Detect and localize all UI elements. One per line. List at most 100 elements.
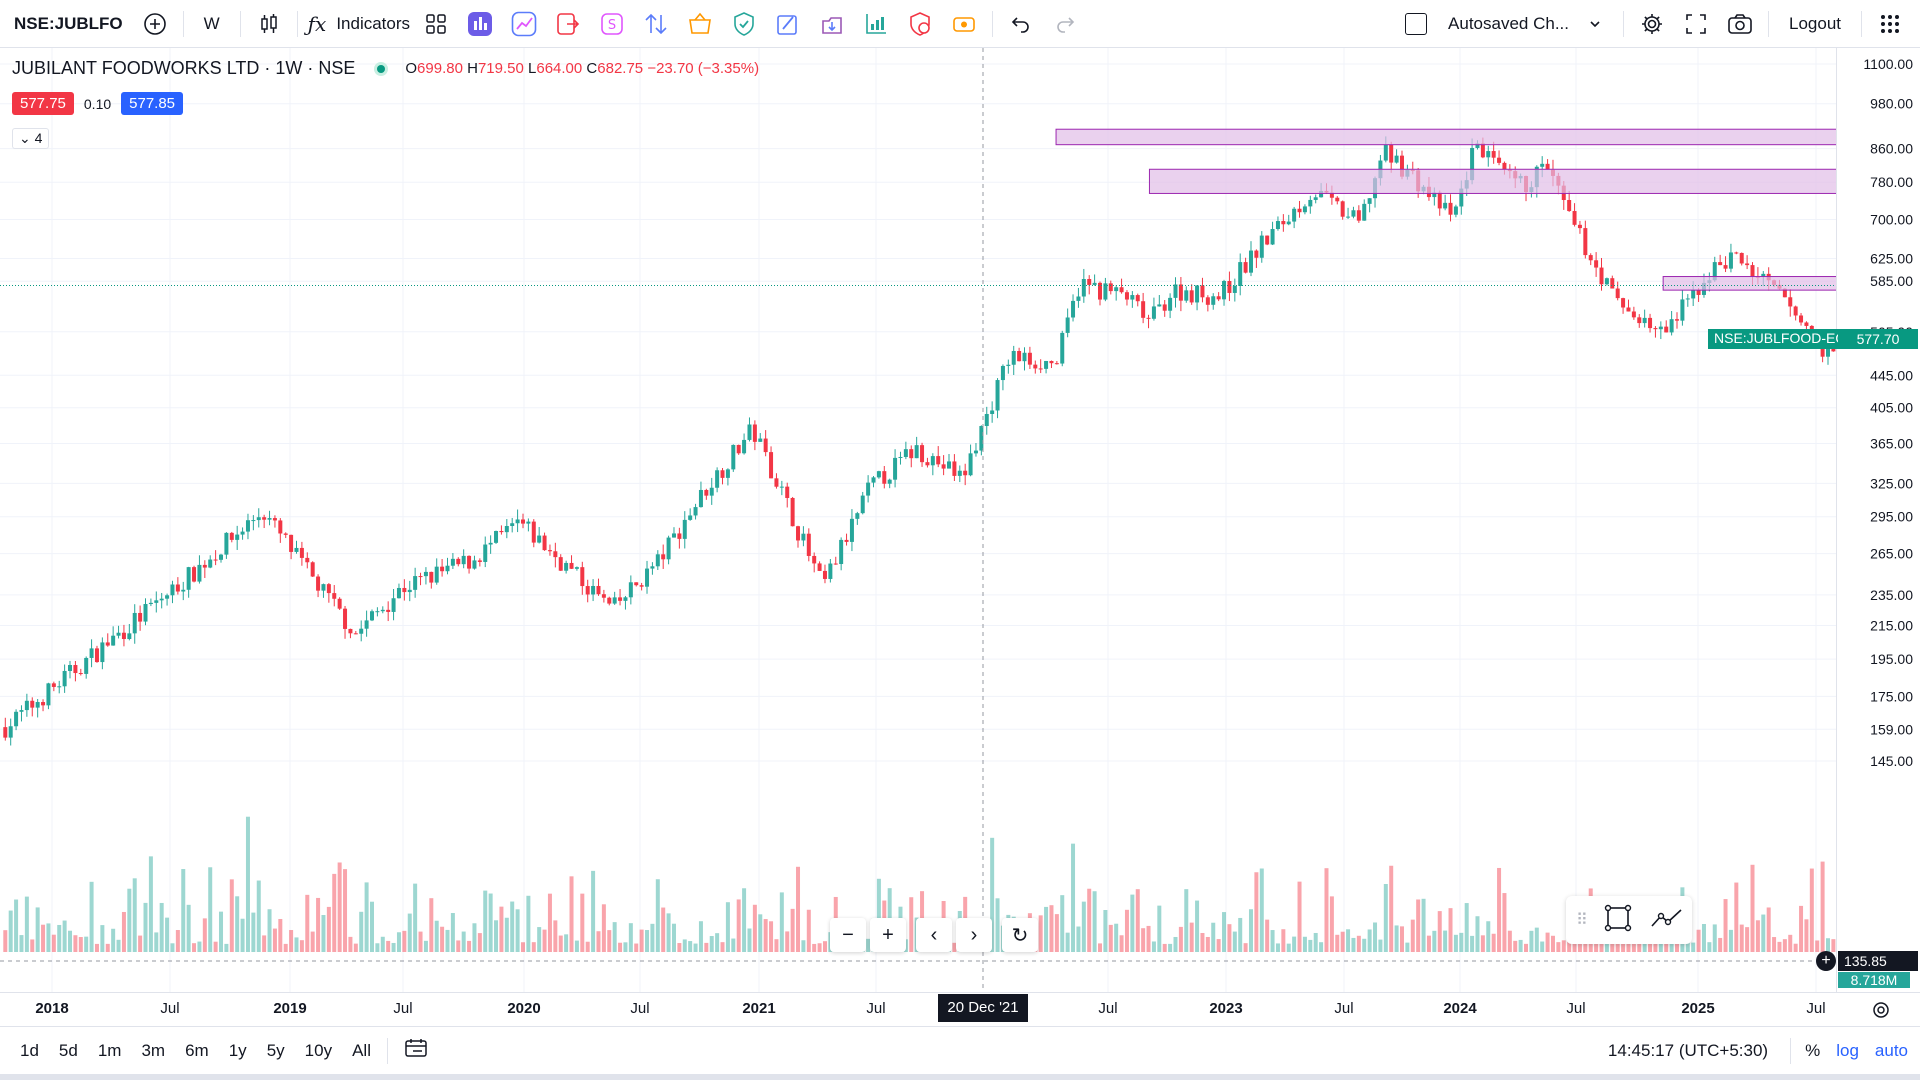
price-tick-label: 445.00 [1870, 367, 1913, 383]
volume-bar [822, 941, 827, 952]
drag-handle-icon[interactable]: ⠿ [1576, 912, 1588, 929]
candle-body [1642, 317, 1647, 324]
camera-icon[interactable] [1722, 6, 1758, 42]
undo-icon[interactable] [1003, 6, 1039, 42]
goto-date-icon[interactable] [404, 1037, 428, 1064]
volume-bar [876, 878, 881, 952]
candle-body [62, 670, 67, 687]
candle-body [1604, 278, 1609, 285]
range-button-6m[interactable]: 6m [185, 1040, 209, 1060]
time-axis[interactable]: 2018 Jul 2019 Jul 2020 Jul 2021 Jul Jul 2023 Jul 20… [0, 992, 1920, 1027]
candle-body [1211, 296, 1216, 305]
zoom-out-button[interactable]: − [830, 918, 866, 952]
add-symbol-icon[interactable] [137, 6, 173, 42]
gear-icon[interactable] [1634, 6, 1670, 42]
indicators-collapse[interactable]: ⌄ 4 [12, 128, 50, 149]
timezone-gear-icon[interactable] [1870, 999, 1892, 1026]
candle-body [941, 464, 946, 469]
trend-line-tool-icon[interactable] [1650, 906, 1684, 935]
range-button-10y[interactable]: 10y [304, 1040, 333, 1060]
candle-body [1653, 328, 1658, 330]
fullscreen-icon[interactable] [1678, 6, 1714, 42]
chevron-down-icon[interactable] [1577, 6, 1613, 42]
volume-bar [418, 931, 423, 952]
price-axis[interactable]: 1100.00 980.00 860.00 780.00 700.00 625.00 585… [1836, 48, 1920, 992]
ticket-icon[interactable] [946, 6, 982, 42]
time-tick-label: Jul [160, 1000, 180, 1017]
alert-shield-icon[interactable] [902, 6, 938, 42]
candles-icon[interactable] [251, 6, 287, 42]
range-button-1m[interactable]: 1m [97, 1040, 122, 1060]
range-button-5y[interactable]: 5y [266, 1040, 285, 1060]
volume-bar [116, 939, 121, 952]
candle-body [1071, 300, 1076, 318]
logout-button[interactable]: Logout [1789, 14, 1841, 33]
edit-chart-icon[interactable] [770, 6, 806, 42]
resistance-zone[interactable] [1662, 276, 1920, 291]
volume-bar [1826, 938, 1831, 952]
bid-price[interactable]: 577.75 [12, 92, 74, 115]
up-down-arrows-icon[interactable] [638, 6, 674, 42]
volume-bar [1081, 901, 1086, 952]
candle-body [456, 558, 461, 565]
reset-chart-button[interactable]: ↻ [1002, 918, 1038, 952]
candle-body [413, 576, 418, 590]
export-icon[interactable] [550, 6, 586, 42]
volume-bar [30, 939, 35, 952]
interval-button[interactable]: W [203, 13, 220, 33]
log-toggle[interactable]: log [1836, 1041, 1859, 1060]
candle-body [1826, 345, 1831, 357]
volume-bar [1399, 926, 1404, 952]
volume-bar [1772, 937, 1777, 952]
symbol-search[interactable]: NSE:JUBLFO [14, 13, 123, 33]
trend-chart-icon[interactable] [506, 6, 542, 42]
chart-stats-icon[interactable] [462, 6, 498, 42]
layout-checkbox[interactable] [1398, 6, 1434, 42]
indicators-button[interactable]: ƒx Indicators [308, 6, 410, 42]
candle-body [321, 584, 326, 591]
legend-title[interactable]: JUBILANT FOODWORKS LTD · 1W · NSE [12, 58, 356, 78]
resistance-zone[interactable] [1055, 128, 1920, 146]
candle-body [213, 559, 218, 561]
volume-bar [440, 926, 445, 952]
apps-grid-icon[interactable] [1872, 6, 1908, 42]
auto-toggle[interactable]: auto [1874, 1041, 1908, 1060]
volume-bar [553, 920, 558, 952]
range-button-5d[interactable]: 5d [58, 1040, 78, 1060]
chart-pane[interactable] [0, 48, 1920, 992]
ask-price[interactable]: 577.85 [121, 92, 184, 115]
candle-body [1297, 208, 1302, 213]
resistance-zone[interactable] [1148, 168, 1920, 194]
shield-check-icon[interactable] [726, 6, 762, 42]
download-icon[interactable] [814, 6, 850, 42]
scroll-right-button[interactable]: › [956, 918, 992, 952]
templates-icon[interactable] [418, 6, 454, 42]
volume-bar [1475, 916, 1480, 952]
candle-body [677, 533, 682, 539]
clock[interactable]: 14:45:17 (UTC+5:30) [1607, 1041, 1769, 1060]
volume-bar [1362, 938, 1367, 952]
percent-toggle[interactable]: % [1805, 1041, 1821, 1060]
range-button-3m[interactable]: 3m [141, 1040, 166, 1060]
layout-name[interactable]: Autosaved Ch... [1448, 14, 1569, 33]
price-chart-svg[interactable] [0, 48, 1920, 992]
range-button-1y[interactable]: 1y [228, 1040, 247, 1060]
range-button-all[interactable]: All [352, 1040, 371, 1060]
plus-circle-icon[interactable]: + [1816, 951, 1836, 971]
candle-body [402, 587, 407, 593]
growth-chart-icon[interactable] [858, 6, 894, 42]
script-icon[interactable]: S [594, 6, 630, 42]
scroll-left-button[interactable]: ‹ [916, 918, 952, 952]
volume-bar [725, 902, 730, 952]
candle-body [925, 462, 930, 466]
candle-body [1470, 147, 1475, 181]
range-button-1d[interactable]: 1d [20, 1040, 39, 1060]
candle-body [235, 534, 240, 540]
volume-bar [73, 935, 78, 952]
zoom-in-button[interactable]: + [870, 918, 906, 952]
candle-body [1162, 304, 1167, 311]
candle-body [1367, 198, 1372, 204]
redo-icon[interactable] [1047, 6, 1083, 42]
rectangle-tool-icon[interactable] [1604, 904, 1632, 937]
basket-icon[interactable] [682, 6, 718, 42]
